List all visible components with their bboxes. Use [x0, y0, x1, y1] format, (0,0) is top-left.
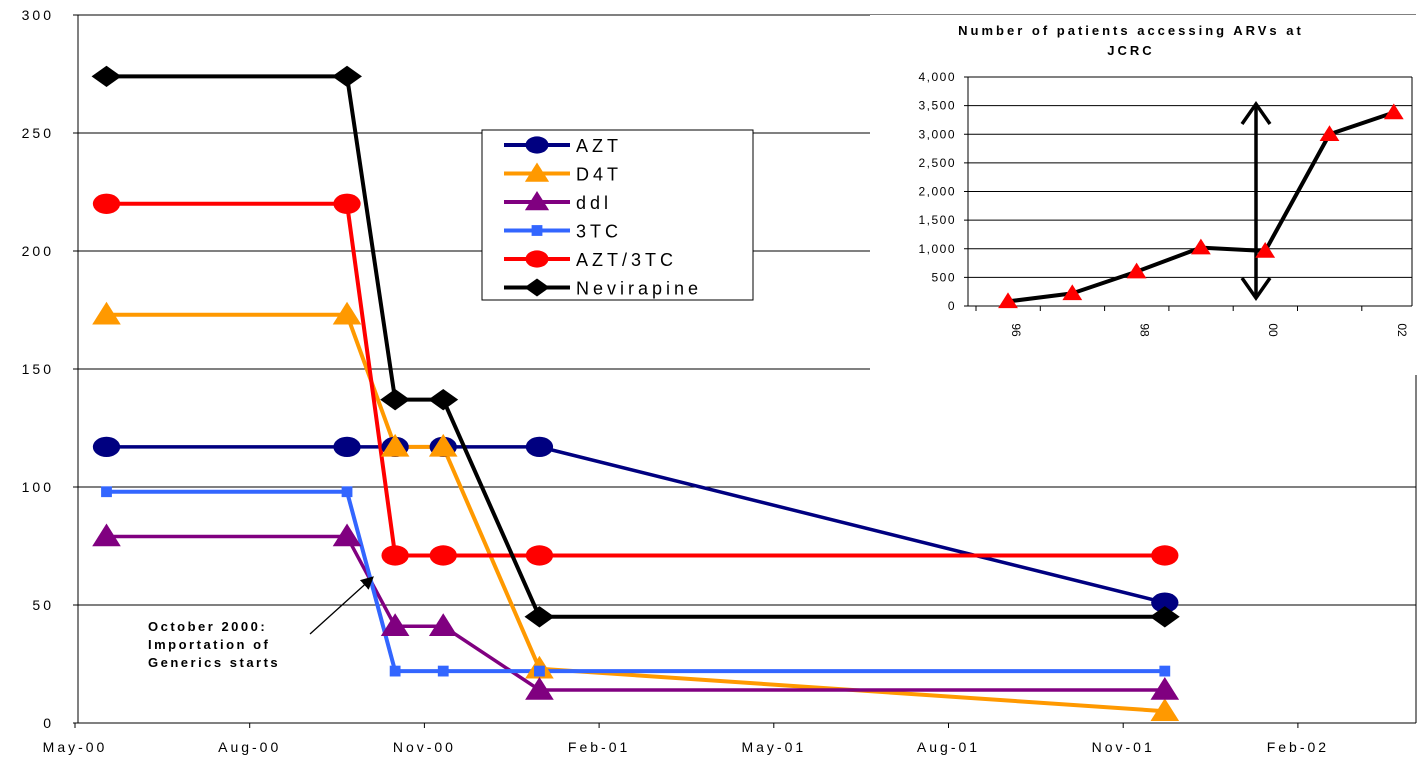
- inset-background: [870, 15, 1416, 375]
- legend-label-d4t: D4T: [576, 165, 622, 185]
- inset-y-tick-label: 4,000: [918, 70, 956, 84]
- y-tick-label: 100: [22, 479, 54, 495]
- point-nevirapine: [91, 65, 122, 88]
- inset-x-tick-label: 98: [1138, 323, 1152, 337]
- inset-x-tick-label: 00: [1266, 323, 1280, 337]
- y-tick-label: 0: [43, 715, 54, 731]
- point-nevirapine: [332, 65, 362, 88]
- point-azt-3tc: [92, 193, 121, 214]
- main-price-chart: 0 50 100 150 200 250 300 May-00 Aug-00 Nov-00 Feb-…: [22, 7, 1417, 755]
- inset-y-tick-label: 3,500: [918, 99, 956, 113]
- inset-point: [1062, 284, 1083, 301]
- inset-y-tick-label: 2,500: [918, 156, 956, 170]
- y-tick-label: 50: [32, 597, 54, 613]
- point-3tc: [341, 486, 353, 498]
- point-nevirapine: [380, 389, 411, 411]
- point-d4t: [1150, 698, 1180, 721]
- point-ddl: [1150, 676, 1180, 700]
- point-3tc: [101, 486, 112, 498]
- inset-y-tick-label: 3,000: [918, 127, 956, 141]
- legend-marker-azt: [525, 136, 549, 154]
- point-d4t: [428, 433, 458, 457]
- legend-marker-ddl: [524, 191, 550, 211]
- x-tick-label: Aug-00: [218, 739, 281, 755]
- point-d4t: [332, 301, 362, 325]
- point-azt-3tc: [525, 545, 554, 566]
- point-azt-3tc: [333, 193, 361, 214]
- legend-label-azt: AZT: [576, 136, 622, 156]
- point-azt: [333, 436, 361, 458]
- point-ddl: [428, 613, 458, 636]
- point-azt: [1151, 592, 1179, 613]
- inset-point: [1255, 242, 1276, 258]
- inset-x-tick-label: 02: [1395, 323, 1409, 337]
- point-ddl: [92, 523, 121, 547]
- inset-title: JCRC: [1107, 43, 1154, 58]
- x-tick-label: Nov-01: [1092, 739, 1155, 755]
- inset-x-tick-label: 96: [1009, 323, 1023, 337]
- legend-label-ddl: ddl: [576, 193, 612, 213]
- legend-label-3tc: 3TC: [576, 222, 622, 242]
- y-tick-label: 150: [22, 361, 54, 377]
- inset-arrow-head-down: [1240, 276, 1272, 302]
- annotation-text: Generics starts: [148, 655, 280, 670]
- series-line-azt-3tc: [106, 201, 1165, 558]
- series-line-d4t: [106, 312, 1165, 714]
- point-azt: [92, 436, 121, 458]
- point-ddl: [525, 676, 554, 700]
- inset-point: [1126, 262, 1147, 279]
- legend-label-azt-3tc: AZT/3TC: [576, 250, 677, 270]
- x-tick-label: Feb-01: [568, 739, 630, 755]
- inset-point: [1383, 103, 1404, 120]
- series-line-azt: [106, 445, 1166, 605]
- inset-title: Number of patients accessing ARVs at: [958, 23, 1304, 38]
- y-tick-label: 250: [22, 125, 54, 141]
- series-line-nevirapine: [106, 74, 1165, 619]
- annotation-text: Importation of: [148, 637, 270, 652]
- point-d4t: [92, 301, 121, 325]
- x-tick-label: May-01: [741, 739, 806, 755]
- point-azt: [525, 436, 554, 458]
- point-3tc: [534, 665, 545, 677]
- inset-arrow-head-up: [1240, 100, 1272, 126]
- inset-y-tick-label: 2,000: [918, 185, 956, 199]
- point-nevirapine: [524, 606, 555, 628]
- x-tick-label: Feb-02: [1267, 739, 1329, 755]
- point-3tc: [1159, 665, 1171, 677]
- y-tick-label: 200: [22, 243, 54, 259]
- point-3tc: [437, 665, 449, 677]
- point-azt-3tc: [429, 545, 457, 566]
- x-tick-label: May-00: [43, 739, 108, 755]
- series-line-3tc: [106, 489, 1165, 674]
- legend-box: [481, 129, 754, 301]
- inset-y-tick-label: 1,000: [918, 242, 956, 256]
- series-line-ddl: [106, 534, 1165, 692]
- inset-y-tick-label: 0: [948, 299, 956, 313]
- point-nevirapine: [428, 389, 459, 411]
- point-d4t: [380, 433, 410, 457]
- point-3tc: [389, 665, 401, 677]
- inset-y-tick-label: 1,500: [918, 213, 956, 227]
- point-nevirapine: [1149, 606, 1180, 628]
- y-tick-label: 300: [22, 7, 54, 23]
- annotation-text: October 2000:: [148, 619, 267, 634]
- legend-marker-d4t: [524, 162, 550, 182]
- point-ddl: [332, 523, 362, 547]
- legend-label-nevirapine: Nevirapine: [576, 279, 702, 299]
- legend-marker-nevirapine: [524, 278, 550, 297]
- inset-point: [1319, 125, 1340, 141]
- x-tick-label: Nov-00: [393, 739, 456, 755]
- inset-patients-chart: Number of patients accessing ARVs at JCRC…: [870, 15, 1416, 375]
- inset-y-tick-label: 500: [931, 270, 956, 284]
- inset-point: [1191, 238, 1211, 255]
- x-tick-label: Aug-01: [917, 739, 980, 755]
- point-azt-3tc: [1151, 545, 1179, 566]
- legend-marker-azt-3tc: [525, 250, 549, 268]
- inset-point: [998, 292, 1018, 309]
- point-azt-3tc: [381, 545, 409, 566]
- annotation-arrow: [309, 576, 374, 635]
- legend-marker-3tc: [531, 225, 543, 236]
- point-ddl: [380, 613, 410, 636]
